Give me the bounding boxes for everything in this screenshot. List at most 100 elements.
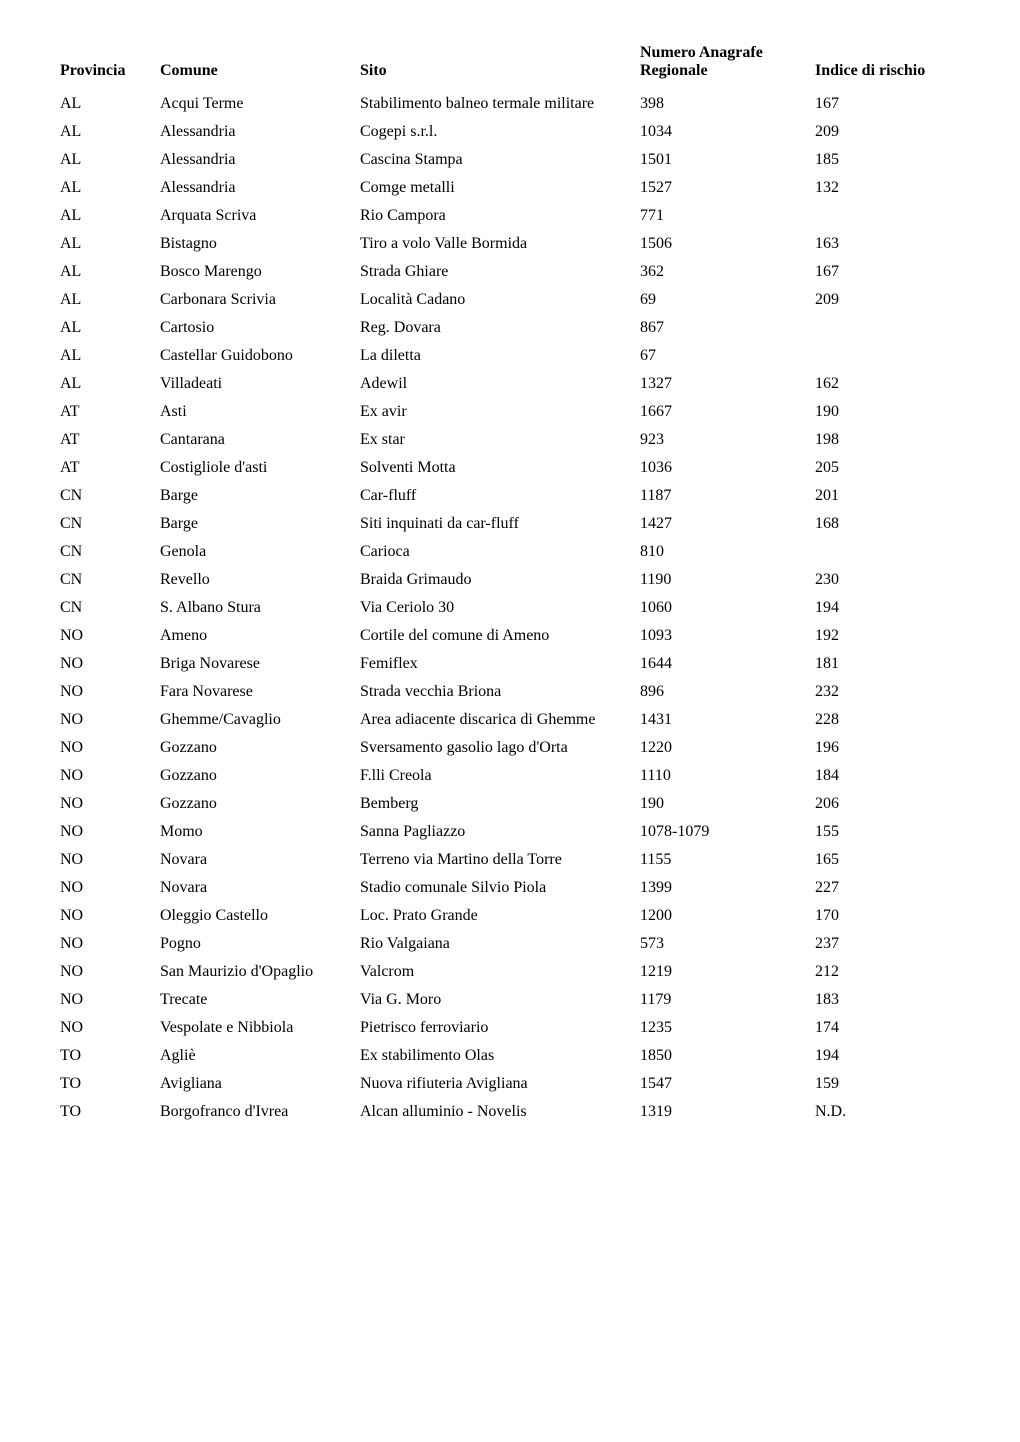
cell-rischio: 232: [815, 678, 960, 706]
table-row: NOGozzanoBemberg190206: [60, 790, 960, 818]
table-row: NONovaraStadio comunale Silvio Piola1399…: [60, 874, 960, 902]
cell-comune: Gozzano: [160, 762, 360, 790]
cell-registry: 1036: [640, 454, 815, 482]
cell-rischio: 206: [815, 790, 960, 818]
cell-rischio: 237: [815, 930, 960, 958]
cell-sito: Rio Valgaiana: [360, 930, 640, 958]
cell-comune: Arquata Scriva: [160, 202, 360, 230]
cell-provincia: AL: [60, 174, 160, 202]
cell-provincia: AL: [60, 370, 160, 398]
cell-registry: 362: [640, 258, 815, 286]
cell-comune: Asti: [160, 398, 360, 426]
cell-provincia: CN: [60, 510, 160, 538]
cell-registry: 398: [640, 90, 815, 118]
col-header-rischio: Indice di rischio: [815, 40, 960, 90]
cell-sito: Tiro a volo Valle Bormida: [360, 230, 640, 258]
cell-rischio: 194: [815, 594, 960, 622]
cell-sito: Comge metalli: [360, 174, 640, 202]
cell-provincia: TO: [60, 1042, 160, 1070]
cell-sito: Terreno via Martino della Torre: [360, 846, 640, 874]
cell-comune: S. Albano Stura: [160, 594, 360, 622]
cell-rischio: 181: [815, 650, 960, 678]
cell-rischio: [815, 314, 960, 342]
cell-rischio: 170: [815, 902, 960, 930]
cell-comune: Momo: [160, 818, 360, 846]
cell-rischio: 209: [815, 118, 960, 146]
cell-registry: 1427: [640, 510, 815, 538]
cell-provincia: AL: [60, 90, 160, 118]
cell-provincia: NO: [60, 958, 160, 986]
cell-registry: 1431: [640, 706, 815, 734]
table-row: ATCostigliole d'astiSolventi Motta103620…: [60, 454, 960, 482]
cell-provincia: NO: [60, 930, 160, 958]
table-row: NOGozzanoF.lli Creola1110184: [60, 762, 960, 790]
cell-rischio: 198: [815, 426, 960, 454]
cell-rischio: 159: [815, 1070, 960, 1098]
cell-registry: 1200: [640, 902, 815, 930]
cell-registry: 771: [640, 202, 815, 230]
cell-sito: Bemberg: [360, 790, 640, 818]
cell-provincia: NO: [60, 874, 160, 902]
cell-comune: San Maurizio d'Opaglio: [160, 958, 360, 986]
cell-comune: Trecate: [160, 986, 360, 1014]
table-row: NOPognoRio Valgaiana573237: [60, 930, 960, 958]
cell-provincia: NO: [60, 846, 160, 874]
col-header-comune: Comune: [160, 40, 360, 90]
cell-registry: 1220: [640, 734, 815, 762]
cell-registry: 810: [640, 538, 815, 566]
cell-provincia: AT: [60, 398, 160, 426]
cell-provincia: AL: [60, 258, 160, 286]
cell-sito: Cascina Stampa: [360, 146, 640, 174]
cell-registry: 896: [640, 678, 815, 706]
cell-rischio: 212: [815, 958, 960, 986]
cell-registry: 69: [640, 286, 815, 314]
cell-provincia: AL: [60, 202, 160, 230]
cell-registry: 1547: [640, 1070, 815, 1098]
cell-registry: 1155: [640, 846, 815, 874]
cell-rischio: 167: [815, 90, 960, 118]
table-row: ATAstiEx avir1667190: [60, 398, 960, 426]
cell-provincia: NO: [60, 1014, 160, 1042]
cell-provincia: CN: [60, 566, 160, 594]
cell-provincia: NO: [60, 902, 160, 930]
cell-provincia: CN: [60, 482, 160, 510]
table-row: ALAlessandriaComge metalli1527132: [60, 174, 960, 202]
cell-registry: 1399: [640, 874, 815, 902]
cell-registry: 1078-1079: [640, 818, 815, 846]
cell-provincia: AL: [60, 342, 160, 370]
cell-provincia: NO: [60, 678, 160, 706]
cell-sito: Ex avir: [360, 398, 640, 426]
cell-provincia: NO: [60, 622, 160, 650]
table-row: ALAlessandriaCogepi s.r.l.1034209: [60, 118, 960, 146]
cell-registry: 1327: [640, 370, 815, 398]
cell-rischio: 185: [815, 146, 960, 174]
cell-provincia: TO: [60, 1070, 160, 1098]
data-table: Provincia Comune Sito Numero Anagrafe Re…: [60, 40, 960, 1126]
table-row: ALAlessandriaCascina Stampa1501185: [60, 146, 960, 174]
cell-registry: 1644: [640, 650, 815, 678]
cell-comune: Alessandria: [160, 118, 360, 146]
table-row: ALBistagnoTiro a volo Valle Bormida15061…: [60, 230, 960, 258]
cell-comune: Villadeati: [160, 370, 360, 398]
table-row: NOVespolate e NibbiolaPietrisco ferrovia…: [60, 1014, 960, 1042]
cell-rischio: 196: [815, 734, 960, 762]
cell-registry: 1319: [640, 1098, 815, 1126]
cell-rischio: 168: [815, 510, 960, 538]
cell-sito: La diletta: [360, 342, 640, 370]
cell-sito: Località Cadano: [360, 286, 640, 314]
cell-rischio: 194: [815, 1042, 960, 1070]
cell-sito: Cogepi s.r.l.: [360, 118, 640, 146]
cell-sito: Alcan alluminio - Novelis: [360, 1098, 640, 1126]
cell-rischio: [815, 342, 960, 370]
table-row: CNRevelloBraida Grimaudo1190230: [60, 566, 960, 594]
cell-comune: Vespolate e Nibbiola: [160, 1014, 360, 1042]
cell-registry: 1093: [640, 622, 815, 650]
cell-sito: Strada Ghiare: [360, 258, 640, 286]
cell-sito: Valcrom: [360, 958, 640, 986]
col-header-sito: Sito: [360, 40, 640, 90]
cell-registry: 190: [640, 790, 815, 818]
cell-comune: Cantarana: [160, 426, 360, 454]
cell-sito: Reg. Dovara: [360, 314, 640, 342]
cell-registry: 1667: [640, 398, 815, 426]
col-header-provincia: Provincia: [60, 40, 160, 90]
